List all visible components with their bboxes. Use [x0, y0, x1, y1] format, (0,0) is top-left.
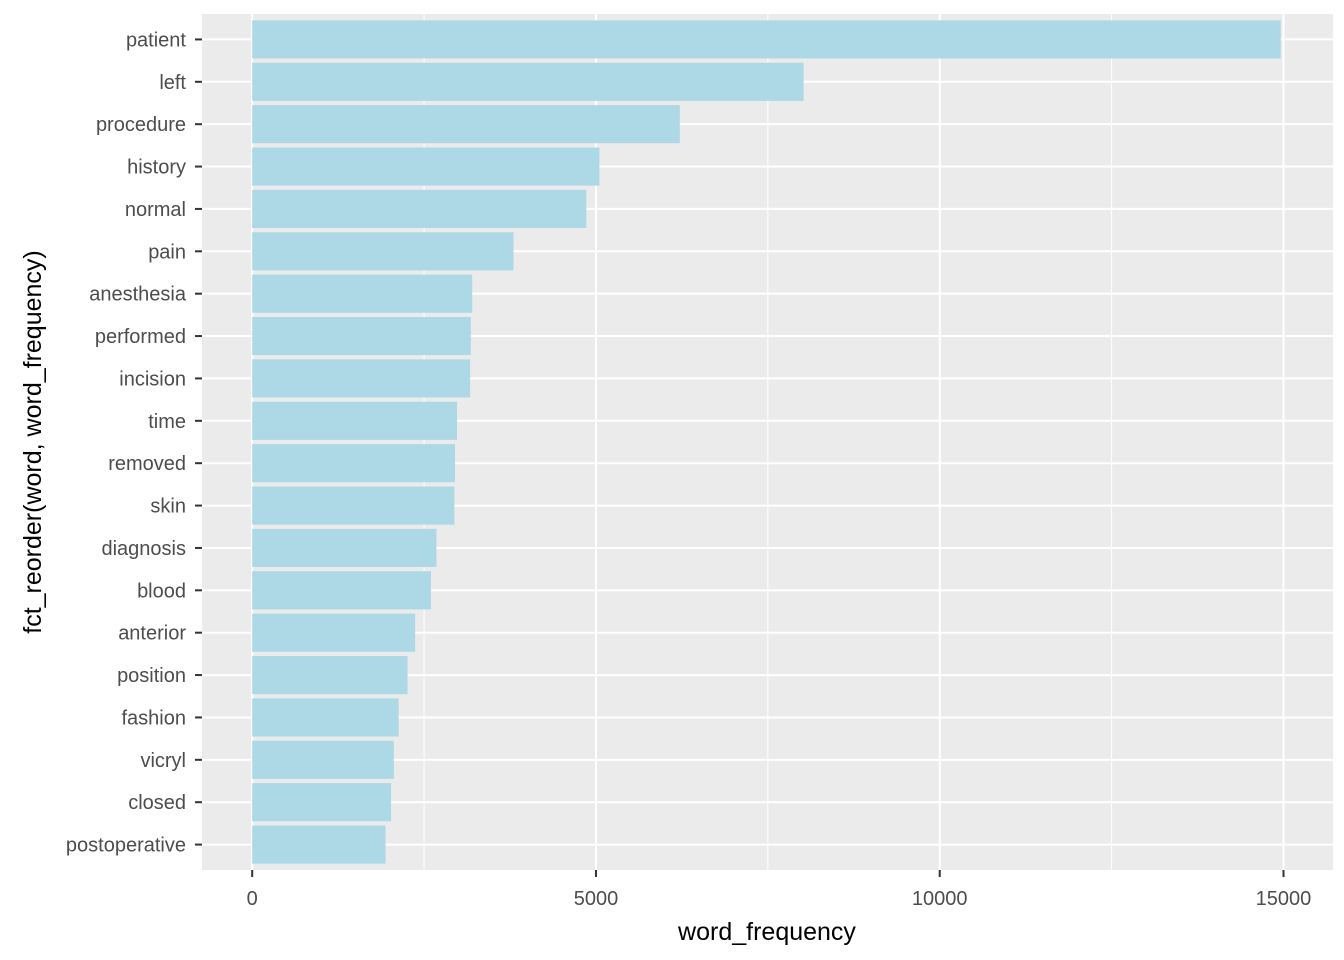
bar-performed: [252, 316, 471, 356]
bar-blood: [252, 571, 431, 610]
bars: [252, 20, 1281, 864]
bar-postoperative: [252, 825, 386, 864]
x-tick-label: 10000: [912, 888, 968, 910]
y-tick-label: diagnosis: [101, 538, 186, 560]
y-axis: patient left procedure history normal pain ane…: [66, 29, 202, 857]
y-tick-label: blood: [137, 580, 186, 602]
bar-fashion: [252, 698, 399, 737]
bar-closed: [252, 783, 392, 822]
bar-left: [252, 62, 804, 101]
x-tick-label: 0: [247, 888, 258, 910]
y-tick-label: anterior: [118, 623, 186, 645]
bar-anterior: [252, 613, 416, 652]
y-tick-label: pain: [148, 241, 186, 263]
x-axis: 0 5000 10000 15000: [247, 870, 1312, 910]
y-tick-label: normal: [125, 199, 186, 221]
y-tick-label: fashion: [122, 707, 187, 729]
bar-time: [252, 401, 458, 440]
y-tick-label: postoperative: [66, 835, 186, 857]
bar-removed: [252, 444, 456, 483]
bar-history: [252, 147, 600, 186]
y-tick-label: performed: [95, 326, 186, 348]
y-tick-label: patient: [126, 29, 186, 51]
bar-procedure: [252, 105, 680, 144]
bar-vicryl: [252, 740, 394, 779]
x-tick-label: 5000: [574, 888, 619, 910]
y-tick-label: position: [117, 665, 186, 687]
bar-normal: [252, 189, 587, 228]
y-tick-label: time: [148, 411, 186, 433]
x-tick-label: 15000: [1256, 888, 1312, 910]
y-tick-label: closed: [128, 792, 186, 814]
bar-anesthesia: [252, 274, 473, 313]
y-tick-label: incision: [119, 368, 186, 390]
y-tick-label: anesthesia: [89, 284, 187, 306]
bar-skin: [252, 486, 455, 525]
bar-position: [252, 656, 408, 695]
bar-incision: [252, 359, 471, 398]
y-tick-label: skin: [150, 496, 186, 518]
y-tick-label: left: [159, 72, 186, 94]
y-tick-label: vicryl: [140, 750, 186, 772]
y-tick-label: history: [127, 157, 186, 179]
bar-pain: [252, 232, 514, 271]
bar-diagnosis: [252, 528, 437, 568]
x-axis-title: word_frequency: [677, 918, 856, 946]
bar-patient: [252, 20, 1281, 59]
y-tick-label: removed: [108, 453, 186, 475]
y-tick-label: procedure: [96, 114, 186, 136]
y-axis-title: fct_reorder(word, word_frequency): [19, 250, 47, 634]
